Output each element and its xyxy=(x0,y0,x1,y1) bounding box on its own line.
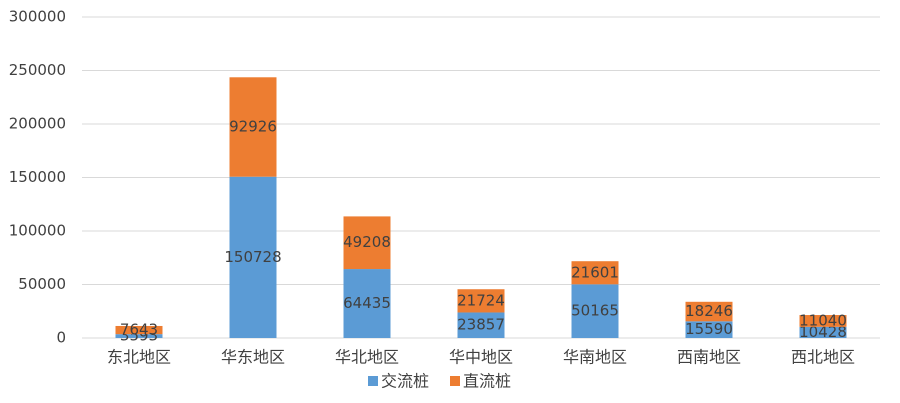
bar-segment xyxy=(457,312,505,338)
bar-segment xyxy=(229,77,277,177)
x-tick-label: 华南地区 xyxy=(563,348,627,367)
legend-swatch xyxy=(450,376,460,386)
y-tick-label: 50000 xyxy=(18,275,66,293)
bar-segment xyxy=(343,269,391,338)
data-label: 92926 xyxy=(229,118,277,136)
data-label: 49208 xyxy=(343,233,391,251)
x-tick-label: 华北地区 xyxy=(335,348,399,367)
x-tick-label: 东北地区 xyxy=(107,348,171,367)
legend-label: 直流桩 xyxy=(463,372,511,391)
bar-segment xyxy=(571,261,619,285)
data-label: 11040 xyxy=(799,311,847,329)
data-label: 64435 xyxy=(343,294,391,312)
y-tick-label: 300000 xyxy=(9,8,66,26)
x-tick-label: 华中地区 xyxy=(449,348,513,367)
data-label: 50165 xyxy=(571,302,619,320)
legend-label: 交流桩 xyxy=(381,372,429,391)
data-label: 21724 xyxy=(457,291,505,309)
bar-segment xyxy=(115,325,163,335)
bar-segment xyxy=(229,176,277,338)
data-label: 23857 xyxy=(457,316,505,334)
data-label: 150728 xyxy=(224,248,281,266)
bar-segment xyxy=(115,334,163,338)
x-tick-label: 华东地区 xyxy=(221,348,285,367)
bar-segment xyxy=(685,301,733,322)
y-tick-label: 100000 xyxy=(9,222,66,240)
data-label: 15590 xyxy=(685,320,733,338)
x-tick-label: 西南地区 xyxy=(677,348,741,367)
bar-segment xyxy=(799,326,847,338)
bar-segment xyxy=(343,216,391,270)
data-label: 18246 xyxy=(685,302,733,320)
y-tick-label: 150000 xyxy=(9,168,66,186)
bar-segment xyxy=(685,321,733,338)
legend-swatch xyxy=(368,376,378,386)
x-tick-label: 西北地区 xyxy=(791,348,855,367)
y-tick-label: 0 xyxy=(56,329,66,347)
data-label: 10428 xyxy=(799,323,847,341)
data-label: 21601 xyxy=(571,263,619,281)
bar-segment xyxy=(799,315,847,327)
bar-segment xyxy=(571,284,619,338)
y-tick-label: 250000 xyxy=(9,61,66,79)
data-label: 7643 xyxy=(120,321,158,339)
bar-segment xyxy=(457,289,505,313)
y-tick-label: 200000 xyxy=(9,115,66,133)
